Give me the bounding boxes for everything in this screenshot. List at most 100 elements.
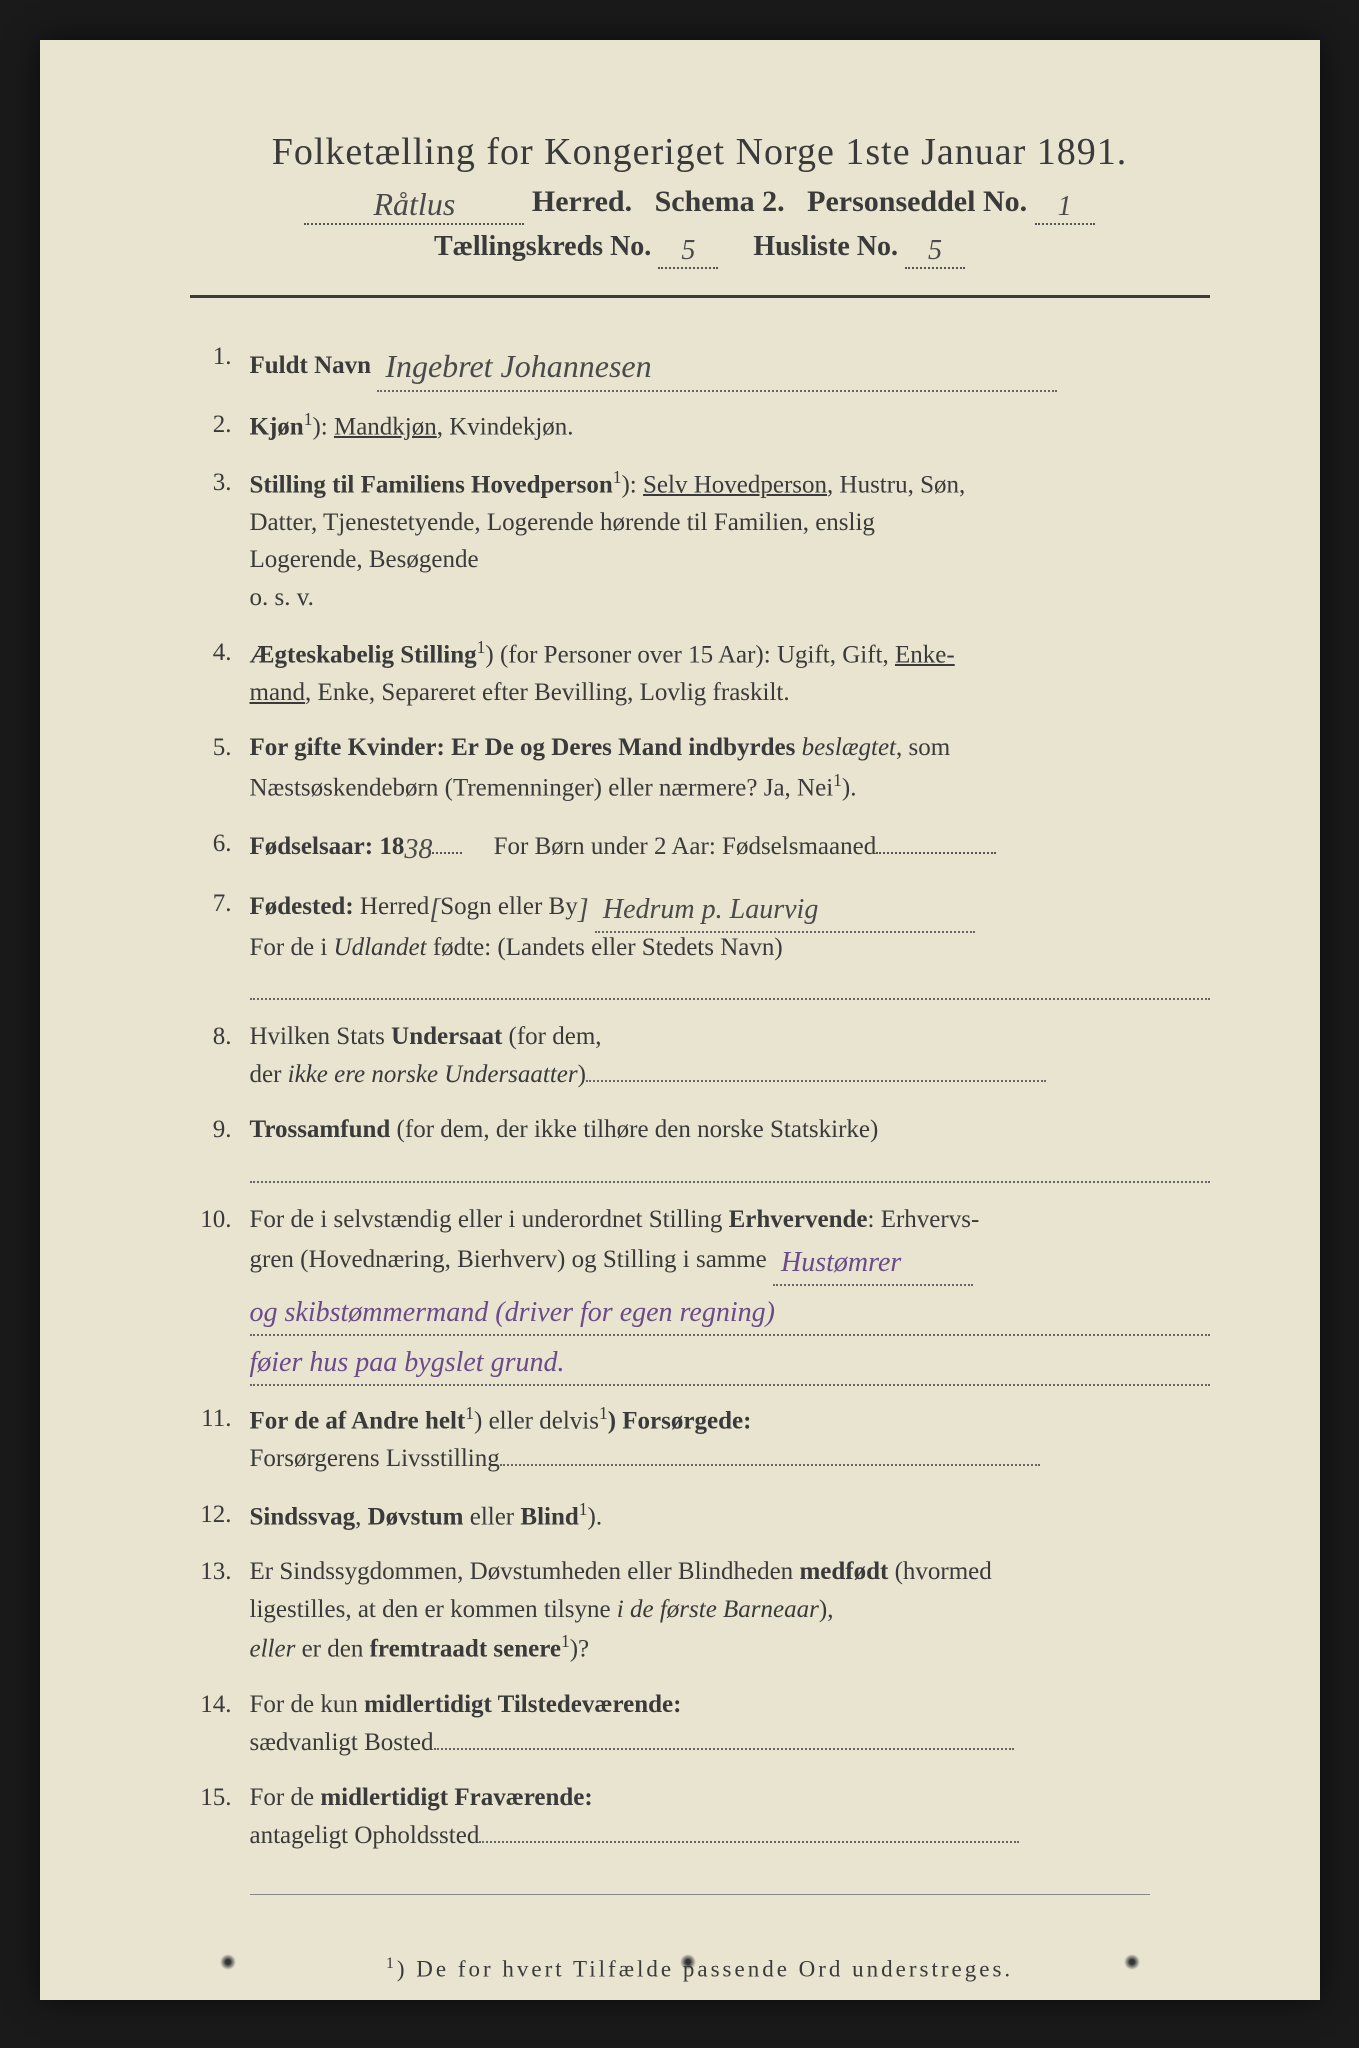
q6-label-a: Fødselsaar: 18 [250,833,405,860]
q14-line2-wrap: sædvanligt Bosted [250,1724,1210,1762]
q3-body: Stilling til Familiens Hovedperson1): Se… [250,464,1210,616]
q15-line1a: For de [250,1784,321,1811]
q8-line2c: ) [578,1061,586,1088]
question-4: 4. Ægteskabelig Stilling1) (for Personer… [190,634,1210,711]
q5-line2: Næstsøskendebørn (Tremenninger) eller næ… [250,774,834,801]
q5-sup: 1 [833,770,842,790]
q3-line4: o. s. v. [250,579,1210,617]
q10-num: 10. [190,1201,250,1239]
header-divider [190,295,1210,298]
q14-line2: sædvanligt Bosted [250,1729,434,1756]
q10-line1b: Erhvervende [729,1206,868,1233]
q2-opt1: Mandkjøn [334,413,437,440]
q12-b: Døvstum [368,1503,464,1530]
q12-num: 12. [190,1496,250,1534]
q5-line1: For gifte Kvinder: Er De og Deres Mand i… [250,734,802,761]
q7-value: Hedrum p. Laurvig [595,889,975,933]
herred-label: Herred. [532,185,632,218]
q7-label-b: Herred [360,893,429,920]
q9-blank [250,1155,1210,1183]
question-12: 12. Sindssvag, Døvstum eller Blind1). [190,1496,1210,1536]
q5-body: For gifte Kvinder: Er De og Deres Mand i… [250,729,1210,806]
census-form-page: Folketælling for Kongeriget Norge 1ste J… [40,40,1320,2000]
footnote-text: ) De for hvert Tilfælde passende Ord und… [397,1957,1013,1982]
q12-a: Sindssvag [250,1503,356,1530]
q11-line2-wrap: Forsørgerens Livsstilling [250,1440,1210,1478]
q11-line1a: For de af Andre helt [250,1408,466,1435]
q7-strike2: ] [578,894,589,925]
q1-num: 1. [190,338,250,376]
q6-month-field [876,852,996,854]
q6-num: 6. [190,825,250,863]
herred-value: Råtlus [304,186,524,225]
q10-line2: gren (Hovednæring, Bierhverv) og Stillin… [250,1246,767,1273]
q8-line2: der ikke ere norske Undersaatter) [250,1056,1210,1094]
q1-label: Fuldt Navn [250,352,372,379]
q11-line1b: ) eller delvis [474,1408,599,1435]
q9-body: Trossamfund (for dem, der ikke tilhøre d… [250,1111,1210,1183]
form-title: Folketælling for Kongeriget Norge 1ste J… [190,130,1210,174]
q14-line1a: For de kun [250,1691,365,1718]
q6-label-b: For Børn under 2 Aar: Fødselsmaaned [494,833,877,860]
q2-sup: 1 [304,409,313,429]
q12-sup: 1 [579,1499,588,1519]
q4-line2b: , Enke, Separeret efter Bevilling, Lovli… [305,679,790,706]
q8-line1a: Hvilken Stats [250,1023,392,1050]
q12-d: Blind [520,1503,578,1530]
q13-line2a: ligestilles, at den er kommen tilsyne [250,1596,617,1623]
form-header: Folketælling for Kongeriget Norge 1ste J… [190,130,1210,265]
q5-line2-wrap: Næstsøskendebørn (Tremenninger) eller næ… [250,767,1210,807]
q10-line2-wrap: gren (Hovednæring, Bierhverv) og Stillin… [250,1238,1210,1282]
q13-sup: 1 [561,1631,570,1651]
q8-blank [586,1080,1046,1082]
q10-value3: føier hus paa bygslet grund. [250,1342,1210,1386]
q3-label: Stilling til Familiens Hovedperson [250,471,613,498]
q7-line2: For de i Udlandet fødte: (Landets eller … [250,929,1210,967]
kreds-value: 5 [658,235,718,269]
q8-body: Hvilken Stats Undersaat (for dem, der ik… [250,1018,1210,1093]
q11-blank [500,1464,1040,1466]
q14-body: For de kun midlertidigt Tilstedeværende:… [250,1686,1210,1761]
q9-rest: (for dem, der ikke tilhøre den norske St… [390,1116,878,1143]
q7-body: Fødested: Herred[Sogn eller By] Hedrum p… [250,885,1210,1001]
q13-line1b: medfødt [799,1558,888,1585]
q9-num: 9. [190,1111,250,1149]
q10-body: For de i selvstændig eller i underordnet… [250,1201,1210,1383]
personseddel-label: Personseddel No. [807,185,1027,218]
q7-label-a: Fødested: [250,893,354,920]
q11-num: 11. [190,1400,250,1438]
q15-num: 15. [190,1779,250,1817]
q3-line2: Datter, Tjenestetyende, Logerende hørend… [250,504,1210,542]
q4-paren: ) (for Personer over 15 Aar): Ugift, Gif… [485,641,895,668]
q2-body: Kjøn1): Mandkjøn, Kvindekjøn. [250,406,1210,446]
paper-spot-3 [1124,1954,1140,1970]
q4-body: Ægteskabelig Stilling1) (for Personer ov… [250,634,1210,711]
question-8: 8. Hvilken Stats Undersaat (for dem, der… [190,1018,1210,1093]
question-3: 3. Stilling til Familiens Hovedperson1):… [190,464,1210,616]
q10-value2: og skibstømmermand (driver for egen regn… [250,1292,1210,1336]
q1-value: Ingebret Johannesen [377,342,1057,392]
question-7: 7. Fødested: Herred[Sogn eller By] Hedru… [190,885,1210,1001]
q11-line2: Forsørgerens Livsstilling [250,1445,500,1472]
header-line-3: Tællingskreds No. 5 Husliste No. 5 [190,231,1210,265]
q4-num: 4. [190,634,250,672]
q7-label-c: Sogn eller By [440,893,578,920]
q8-line1b: Undersaat [391,1023,502,1050]
q10-line1a: For de i selvstændig eller i underordnet… [250,1206,729,1233]
q15-line2: antageligt Opholdssted [250,1822,480,1849]
q13-line2: ligestilles, at den er kommen tilsyne i … [250,1591,1210,1629]
q14-line1b: midlertidigt Tilstedeværende: [364,1691,681,1718]
q12-c: eller [463,1503,520,1530]
question-14: 14. For de kun midlertidigt Tilstedevære… [190,1686,1210,1761]
q14-blank [434,1748,1014,1750]
q6-body: Fødselsaar: 1838 For Børn under 2 Aar: F… [250,825,1210,867]
question-5: 5. For gifte Kvinder: Er De og Deres Man… [190,729,1210,806]
q10-line1c: : Erhvervs- [868,1206,980,1233]
q4-line2: mand, Enke, Separeret efter Bevilling, L… [250,674,1210,712]
q3-num: 3. [190,464,250,502]
q13-line3b: er den [295,1636,369,1663]
q11-sup1: 1 [465,1403,474,1423]
q4-label: Ægteskabelig Stilling [250,641,477,668]
question-1: 1. Fuldt Navn Ingebret Johannesen [190,338,1210,388]
q8-line2a: der [250,1061,288,1088]
